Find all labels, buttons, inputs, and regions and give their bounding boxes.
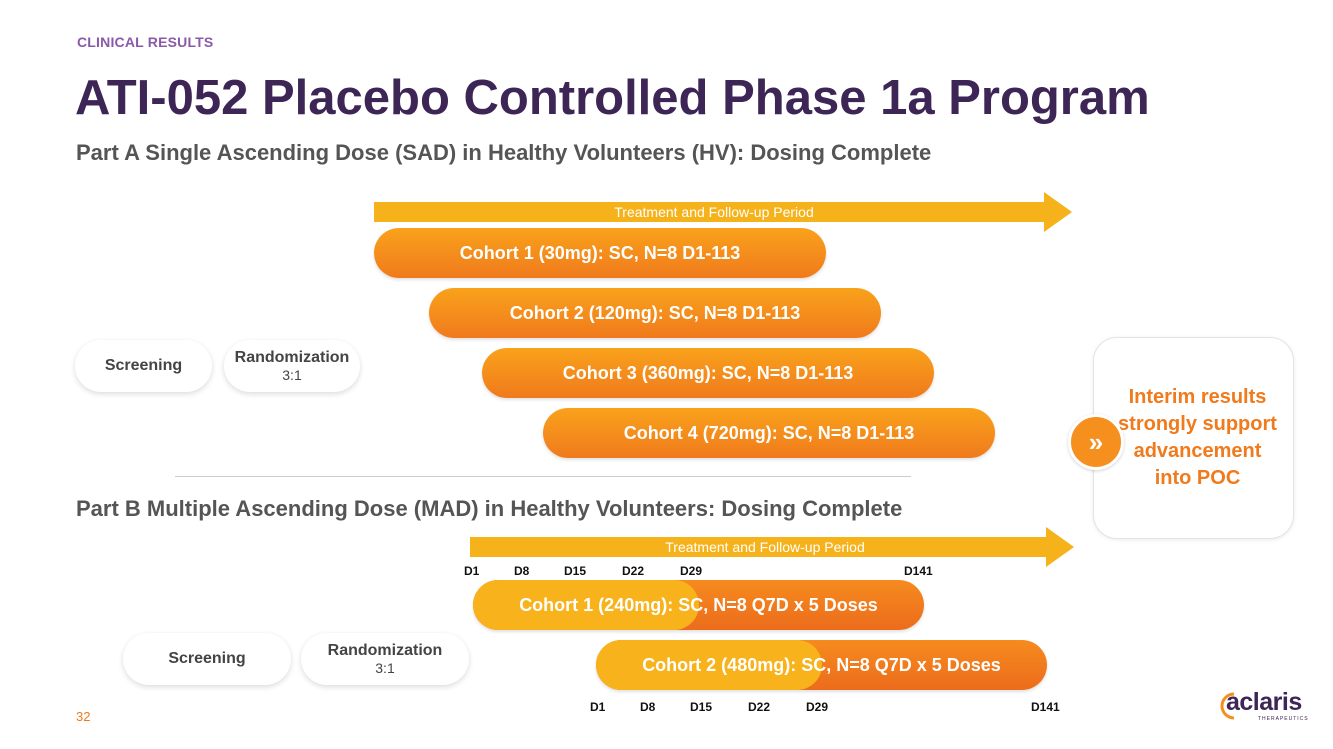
dosing-segment [473,580,699,630]
part-a-screening-label: Screening [104,357,183,374]
part-a-timeline-arrow: Treatment and Follow-up Period [374,192,1072,232]
part-a-ratio: 3:1 [282,367,302,383]
part-b-cohort-1-label: Cohort 1 (240mg): SC, N=8 Q7D x 5 Doses [519,594,878,615]
part-a-cohort-2: Cohort 2 (120mg): SC, N=8 D1-113 [429,288,881,338]
part-a-cohort-1: Cohort 1 (30mg): SC, N=8 D1-113 [374,228,826,278]
logo-subtext: THERAPEUTICS [1258,716,1309,722]
part-a-screening: Screening [75,340,212,392]
part-a-cohort-4: Cohort 4 (720mg): SC, N=8 D1-113 [543,408,995,458]
part-b-randomization-label: Randomization [327,642,443,659]
part-b-randomization: Randomization 3:1 [301,633,469,685]
part-b-cohort-2-label: Cohort 2 (480mg): SC, N=8 Q7D x 5 Doses [642,654,1001,675]
part-b-arrow-label: Treatment and Follow-up Period [665,539,865,555]
day-marker: D15 [564,564,587,578]
day-marker: D15 [690,700,713,714]
page-title: ATI-052 Placebo Controlled Phase 1a Prog… [75,71,1150,125]
day-marker: D29 [680,564,703,578]
day-marker: D22 [748,700,771,714]
arrow-head [1046,527,1074,567]
arrow-shaft [470,537,1048,557]
day-marker: D8 [514,564,530,578]
result-callout: Interim results strongly support advance… [1093,337,1294,539]
logo-wordmark: aclaris [1226,688,1302,716]
section-divider [175,476,911,477]
result-text: Interim results strongly support advance… [1118,386,1277,489]
day-marker: D29 [806,700,829,714]
arrow-head [1044,192,1072,232]
company-logo: aclaris THERAPEUTICS [1218,688,1308,724]
part-a-arrow-label: Treatment and Follow-up Period [614,204,814,220]
part-b-screening-label: Screening [168,650,246,667]
day-marker: D141 [904,564,933,578]
dosing-segment [596,640,822,690]
arrow-shaft [374,202,1046,222]
part-a-title: Part A Single Ascending Dose (SAD) in He… [76,140,932,165]
part-b-title: Part B Multiple Ascending Dose (MAD) in … [76,496,903,521]
part-b-timeline-arrow: Treatment and Follow-up Period [470,527,1074,567]
part-b-cohort-2: Cohort 2 (480mg): SC, N=8 Q7D x 5 Doses [596,640,1047,690]
logo-arc-icon [1220,692,1235,720]
double-chevron-right-icon: » [1068,414,1124,470]
part-a-cohort-3: Cohort 3 (360mg): SC, N=8 D1-113 [482,348,934,398]
day-marker: D1 [464,564,480,578]
part-b-screening: Screening [123,633,291,685]
part-a-randomization-label: Randomization [234,349,350,366]
section-label: CLINICAL RESULTS [77,34,214,50]
day-marker: D8 [640,700,656,714]
day-marker: D141 [1031,700,1060,714]
part-b-cohort-1: Cohort 1 (240mg): SC, N=8 Q7D x 5 Doses [473,580,924,630]
day-marker: D1 [590,700,606,714]
part-b-ratio: 3:1 [375,660,395,676]
day-marker: D22 [622,564,645,578]
page-number: 32 [76,709,91,724]
part-a-randomization: Randomization 3:1 [224,340,360,392]
